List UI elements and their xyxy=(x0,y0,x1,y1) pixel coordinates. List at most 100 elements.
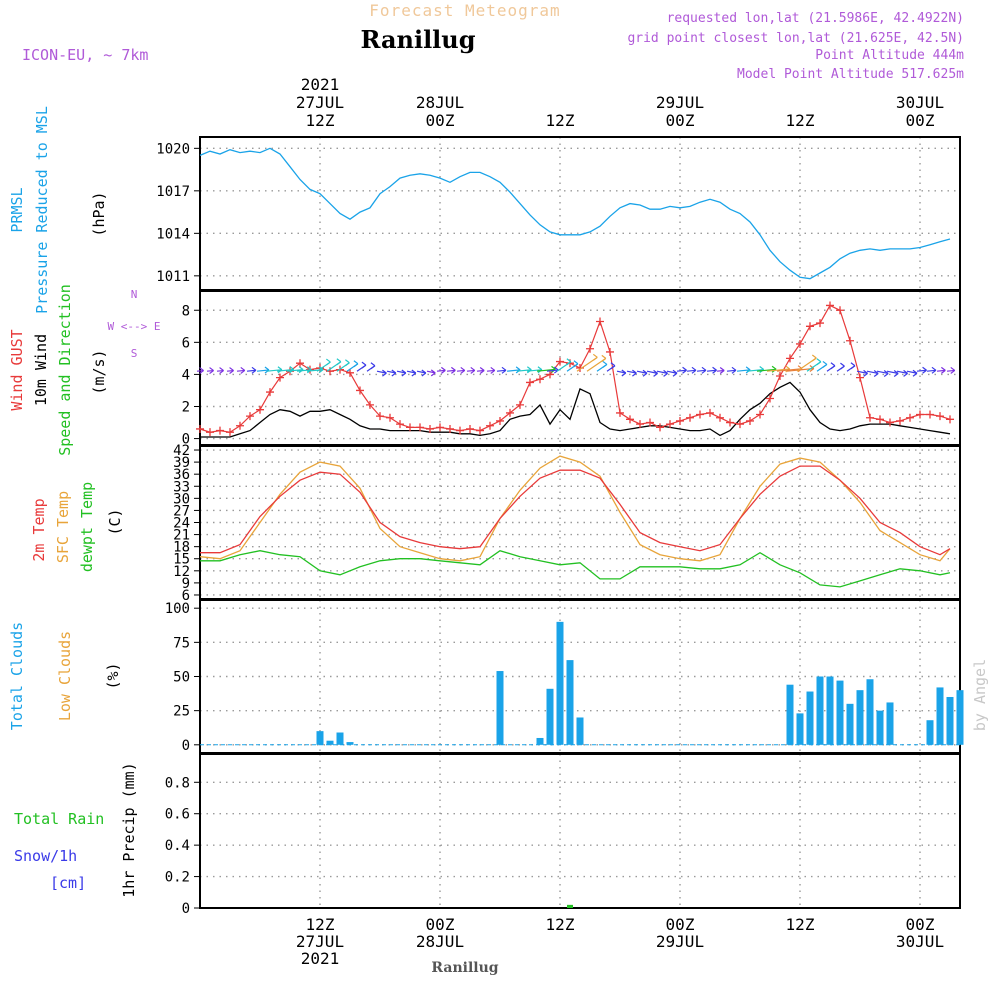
bottom-axis-label: 12Z xyxy=(786,915,815,934)
cloud-bar xyxy=(876,710,884,745)
label-hpa: (hPa) xyxy=(90,191,108,236)
wind-arrow-head xyxy=(573,360,579,368)
wind-arrow-head xyxy=(873,369,879,377)
wind-arrow-head xyxy=(326,358,331,366)
bottom-axis-label: 00Z xyxy=(666,915,695,934)
bottom-axis-label: 30JUL xyxy=(896,932,944,951)
label-low-clouds: Low Clouds xyxy=(56,631,74,721)
panel-frame-temperature xyxy=(199,445,961,600)
cloud-bar xyxy=(936,687,944,745)
header-subtitle: Forecast Meteogram xyxy=(369,1,560,20)
cloud-bar xyxy=(836,680,844,745)
footer-location: Ranillug xyxy=(431,960,498,976)
wind-arrow xyxy=(306,368,324,372)
y-tick-label: 18 xyxy=(173,540,190,556)
label-10m-wind: 10m Wind xyxy=(32,334,50,406)
y-tick-label: 50 xyxy=(173,670,190,686)
gust-marker xyxy=(596,317,604,326)
gust-marker xyxy=(546,370,554,379)
wind-arrow xyxy=(776,368,803,372)
y-tick-label: 0.6 xyxy=(165,807,190,823)
wind-arrow xyxy=(876,370,889,375)
wind-arrow-head xyxy=(809,365,815,372)
gust-marker xyxy=(776,372,784,381)
wind-arrow-head xyxy=(391,369,397,377)
wind-arrow-head xyxy=(490,366,496,374)
bottom-axis-label: 00Z xyxy=(906,915,935,934)
wind-arrow-head xyxy=(370,362,376,370)
wind-arrow-head xyxy=(830,362,836,370)
wind-arrow-head xyxy=(610,362,616,370)
wind-arrow xyxy=(946,369,955,372)
rain-bar xyxy=(567,904,573,908)
wind-arrow xyxy=(746,368,764,372)
gust-marker xyxy=(876,415,884,424)
gust-marker xyxy=(826,301,834,310)
wind-arrow-head xyxy=(701,366,707,374)
label-1hr-precip: 1hr Precip (mm) xyxy=(120,762,138,897)
cloud-bar xyxy=(806,691,814,745)
gust-marker xyxy=(586,344,594,353)
gust-marker xyxy=(746,416,754,425)
wind-arrow xyxy=(936,369,946,372)
wind-arrow-head xyxy=(199,367,204,375)
label-celsius: (C) xyxy=(106,508,124,535)
panel-frame-precip xyxy=(199,753,961,909)
wind-arrow xyxy=(736,369,751,372)
wind-arrow xyxy=(376,370,387,374)
wind-arrow-head xyxy=(632,369,637,377)
wind-arrow xyxy=(286,368,304,372)
gust-marker xyxy=(666,420,674,429)
pressure-line xyxy=(199,147,951,280)
wind-arrow xyxy=(246,369,257,372)
y-tick-label: 24 xyxy=(173,516,190,532)
wind-arrow-head xyxy=(642,369,648,377)
wind-arrow-head xyxy=(361,361,367,369)
cloud-bar xyxy=(926,720,934,745)
wind-arrow-head xyxy=(653,369,658,377)
gust-marker xyxy=(896,416,904,425)
bottom-axis-label: 27JUL xyxy=(296,932,344,951)
wind-arrow xyxy=(436,369,446,372)
wind-arrow-head xyxy=(382,369,387,377)
wind-arrow xyxy=(446,369,456,372)
wind-arrow-head xyxy=(893,369,899,377)
gust-marker xyxy=(396,420,404,429)
top-axis-label: 00Z xyxy=(426,111,455,130)
wind-arrow xyxy=(916,369,927,372)
wind-arrow-head xyxy=(940,366,946,374)
cloud-bar xyxy=(576,717,584,745)
wind-arrow xyxy=(646,370,658,374)
wind-arrow xyxy=(906,370,918,374)
wind-arrow-head xyxy=(229,367,234,375)
cloud-bar xyxy=(946,696,954,745)
y-tick-label: 8 xyxy=(182,303,190,319)
gust-marker xyxy=(506,408,514,417)
wind-arrow xyxy=(496,369,507,372)
gust-marker xyxy=(626,415,634,424)
y-tick-label: 4 xyxy=(182,367,190,383)
label-prmsl: PRMSL xyxy=(8,187,26,232)
wind-arrow xyxy=(506,369,521,372)
y-tick-label: 21 xyxy=(173,528,190,544)
y-tick-label: 6 xyxy=(182,588,190,604)
label-wind-gust: Wind GUST xyxy=(8,329,26,410)
wind-arrow-head xyxy=(719,367,725,374)
y-tick-label: 27 xyxy=(173,503,190,519)
gust-marker xyxy=(756,410,764,419)
gust-marker xyxy=(846,336,854,345)
header-model-altitude: Model Point Altitude 517.625m xyxy=(737,67,964,82)
gust-marker xyxy=(726,418,734,427)
gust-marker xyxy=(836,306,844,315)
gust-marker xyxy=(536,375,544,384)
wind-arrow xyxy=(656,370,668,374)
cloud-bar xyxy=(846,703,854,745)
label-snow: Snow/1h xyxy=(14,847,77,865)
header-requested: requested lon,lat (21.5986E, 42.4922N) xyxy=(667,11,964,26)
compass-s: S xyxy=(131,347,138,360)
wind-arrow xyxy=(676,369,687,372)
cloud-bar xyxy=(826,676,834,745)
gust-marker xyxy=(706,408,714,417)
wind-arrow xyxy=(726,369,737,372)
